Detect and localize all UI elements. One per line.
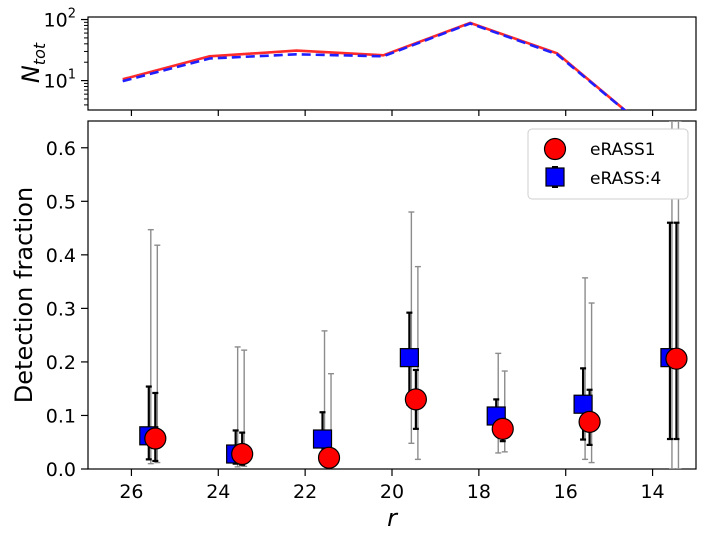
x-axis-label: r — [387, 504, 399, 532]
bottom-x-tick-label: 14 — [640, 481, 664, 503]
marker-erass1 — [317, 446, 341, 469]
marker-erass4 — [312, 429, 333, 449]
top-y-tick-base: 10 — [44, 71, 68, 93]
bottom-plot-area — [139, 121, 688, 469]
marker-erass4 — [573, 394, 593, 414]
top-series-line-1 — [122, 22, 627, 110]
top-y-tick-label: 101 — [44, 68, 76, 93]
bottom-y-ticks: 0.0 0.1 0.2 0.3 0.4 0.5 0.6 — [46, 138, 88, 481]
marker-erass4 — [399, 348, 419, 368]
legend-label-erass1: eRASS1 — [590, 140, 656, 160]
bottom-panel: 0.0 0.1 0.2 0.3 0.4 0.5 0.6 26 24 22 20 18 16 14 Det… — [10, 120, 697, 532]
bottom-y-tick-label: 0.3 — [46, 298, 76, 320]
bottom-x-tick-label: 22 — [293, 481, 317, 503]
marker-erass1 — [491, 417, 514, 440]
bottom-x-tick-label: 20 — [380, 481, 404, 503]
legend: eRASS1 eRASS:4 — [527, 128, 689, 200]
bottom-y-tick-label: 0.6 — [46, 138, 76, 160]
legend-label-erass4: eRASS:4 — [590, 169, 661, 189]
legend-marker-erass1 — [543, 137, 567, 161]
bottom-y-tick-label: 0.4 — [46, 245, 76, 267]
top-y-tick-label: 102 — [44, 7, 76, 32]
bottom-x-tick-label: 16 — [554, 481, 578, 503]
top-y-tick-exp: 1 — [68, 68, 76, 83]
top-y-tick-exp: 2 — [68, 7, 76, 22]
bottom-y-tick-label: 0.1 — [46, 405, 76, 427]
top-plot-area — [122, 21, 627, 110]
top-y-axis-label-main: N — [17, 65, 45, 83]
top-y-axis-label: Ntot — [17, 42, 49, 83]
bottom-x-ticks: 26 24 22 20 18 16 14 — [119, 469, 665, 503]
bottom-y-tick-label: 0.0 — [46, 459, 76, 481]
top-y-tick-base: 10 — [44, 10, 68, 32]
bottom-y-tick-label: 0.2 — [46, 352, 76, 374]
marker-erass1 — [404, 388, 427, 411]
bottom-y-tick-label: 0.5 — [46, 191, 76, 213]
marker-erass1 — [665, 347, 688, 370]
bottom-x-tick-label: 24 — [206, 481, 230, 503]
marker-erass1 — [144, 427, 167, 450]
legend-box — [527, 128, 689, 200]
marker-erass1 — [578, 410, 601, 433]
bottom-x-tick-label: 18 — [467, 481, 491, 503]
bottom-x-tick-label: 26 — [119, 481, 143, 503]
marker-erass1 — [231, 442, 254, 466]
bottom-y-axis-label: Detection fraction — [10, 187, 38, 403]
legend-marker-erass4 — [545, 167, 565, 187]
top-y-axis-label-sub: tot — [30, 42, 49, 65]
